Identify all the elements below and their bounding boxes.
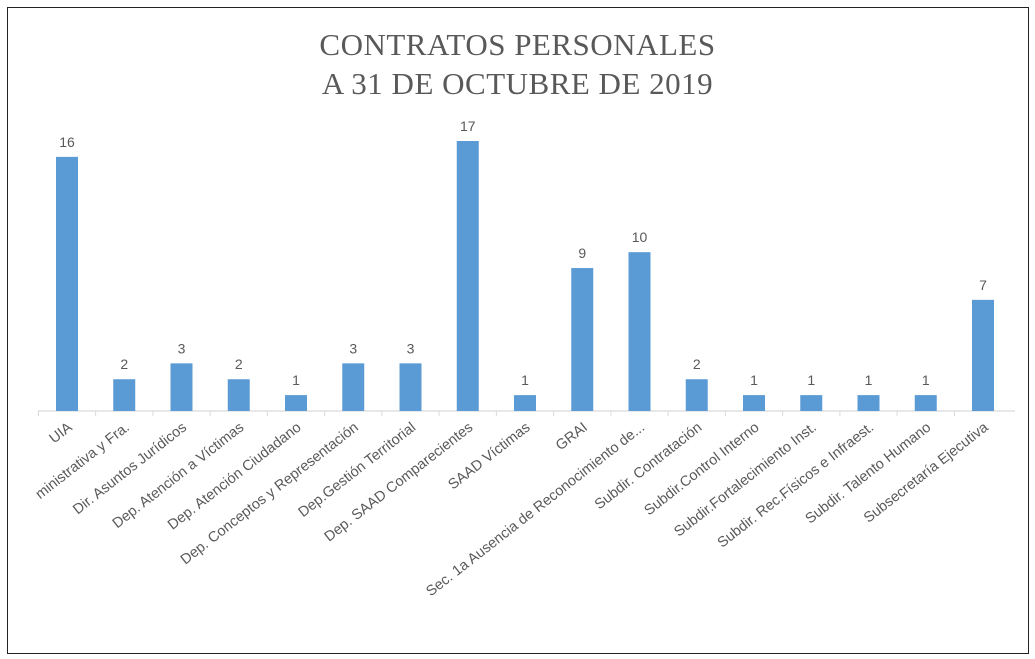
data-label: 1	[521, 372, 529, 388]
data-label: 1	[922, 372, 930, 388]
data-label: 1	[292, 372, 300, 388]
bar	[227, 379, 250, 411]
data-label: 1	[750, 372, 758, 388]
chart-subtitle: A 31 DE OCTUBRE DE 2019	[321, 66, 714, 101]
chart-title: CONTRATOS PERSONALES	[319, 27, 716, 62]
chart-frame	[7, 7, 1029, 654]
data-label: 10	[632, 229, 648, 245]
data-label: 9	[578, 245, 586, 261]
data-label: 7	[979, 277, 987, 293]
x-tick-label: Subdir. Contratación	[592, 420, 705, 514]
data-label: 3	[407, 340, 415, 356]
x-tick-label: ministrativa y Fra.	[33, 420, 133, 503]
x-tick-label: UIA	[47, 419, 76, 447]
bar	[628, 252, 651, 411]
bar	[972, 299, 994, 411]
bar	[113, 379, 136, 411]
data-label: 17	[460, 118, 476, 134]
bar	[914, 395, 937, 411]
x-tick-label: GRAI	[553, 420, 591, 454]
bar	[571, 268, 594, 411]
data-label: 3	[178, 340, 186, 356]
bar	[685, 379, 708, 411]
data-label: 2	[235, 356, 243, 372]
data-label: 2	[693, 356, 701, 372]
bar	[800, 395, 823, 411]
bar	[285, 395, 307, 411]
bar	[514, 395, 536, 411]
data-label: 2	[120, 356, 128, 372]
data-label: 1	[865, 372, 873, 388]
bar	[399, 363, 422, 411]
bar	[170, 363, 193, 411]
bar	[56, 156, 78, 411]
bar	[456, 141, 479, 411]
data-label: 3	[349, 340, 357, 356]
bar	[342, 363, 365, 411]
bar	[743, 395, 765, 411]
data-label: 16	[59, 134, 75, 150]
bar	[857, 395, 880, 411]
data-label: 1	[807, 372, 815, 388]
